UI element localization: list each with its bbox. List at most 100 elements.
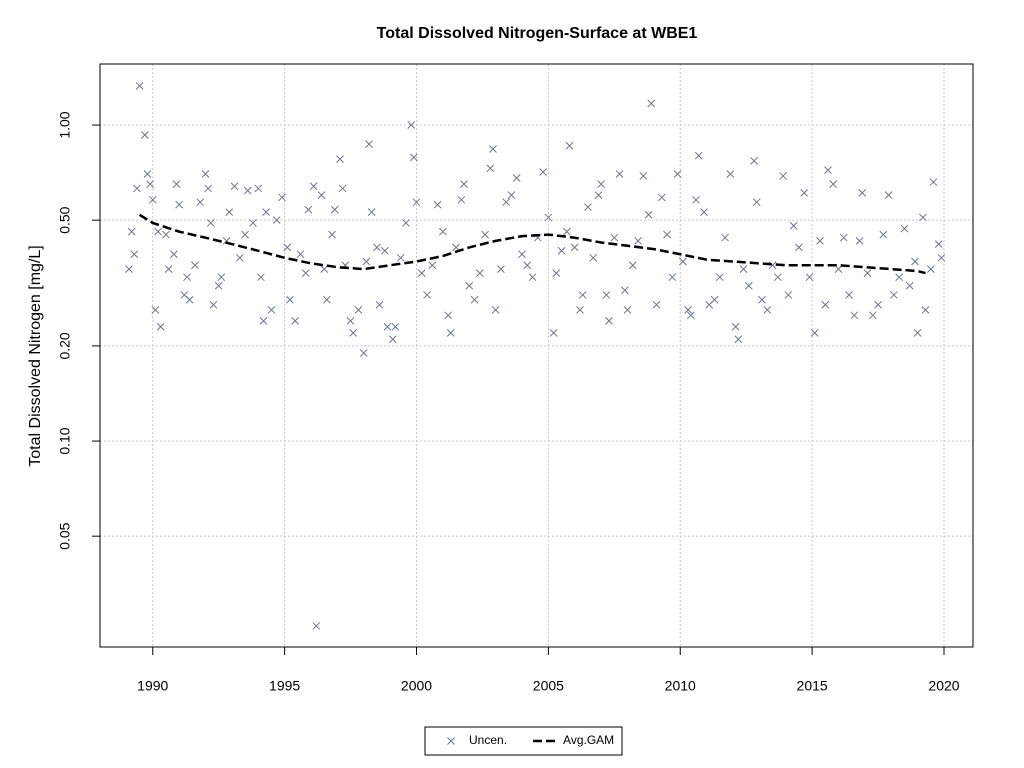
data-point [758, 295, 766, 304]
data-point [444, 311, 452, 320]
data-point [175, 200, 183, 209]
data-point [597, 180, 605, 189]
data-point [146, 180, 154, 189]
data-point [497, 265, 505, 273]
data-point [863, 269, 872, 277]
data-point [518, 250, 526, 259]
legend-symbol [447, 737, 455, 745]
data-point [773, 273, 782, 282]
data-point [784, 291, 793, 299]
plot-frame [99, 63, 974, 648]
data-point [217, 273, 226, 282]
y-tick-label: 0.50 [57, 206, 73, 233]
data-point [204, 184, 212, 193]
data-point [407, 121, 416, 129]
data-point [810, 328, 819, 337]
x-tick-label: 1995 [269, 678, 300, 694]
data-point [396, 253, 405, 262]
data-point [565, 141, 574, 150]
data-point [446, 328, 455, 337]
data-point [433, 200, 442, 209]
data-point [890, 291, 898, 299]
data-point [162, 230, 170, 239]
data-point [731, 322, 740, 331]
data-point [272, 216, 281, 225]
data-point [365, 140, 373, 148]
data-point [715, 273, 724, 282]
data-point [402, 219, 410, 227]
data-point [312, 622, 321, 630]
data-point [570, 243, 579, 252]
data-point [241, 230, 249, 239]
data-point [428, 261, 437, 270]
data-point [913, 328, 922, 337]
data-point [512, 174, 521, 182]
data-point [895, 273, 904, 282]
data-point [135, 82, 144, 90]
data-point [700, 208, 708, 217]
data-point [621, 286, 629, 295]
data-point [491, 306, 500, 314]
data-point [562, 227, 571, 236]
data-point [383, 322, 392, 331]
legend-label: Avg.GAM [563, 733, 614, 747]
data-point [926, 265, 935, 273]
data-point [291, 317, 300, 325]
data-point [726, 170, 735, 178]
data-point [309, 182, 318, 191]
data-point [417, 269, 426, 277]
data-point [663, 230, 671, 239]
x-tick-label: 2005 [533, 678, 564, 694]
data-point [734, 335, 743, 344]
x-tick-label: 2010 [665, 678, 696, 694]
data-point [845, 291, 853, 299]
data-point [481, 230, 489, 239]
data-point [140, 131, 149, 139]
data-point [610, 233, 619, 242]
data-point [805, 273, 814, 282]
data-point [623, 306, 632, 314]
data-point [739, 265, 748, 273]
data-point [388, 335, 397, 344]
legend-label: Uncen. [469, 733, 507, 747]
data-point [196, 198, 205, 207]
data-point [301, 269, 310, 277]
data-point [191, 261, 199, 270]
data-point [278, 193, 286, 202]
data-point [858, 189, 867, 197]
data-point [206, 219, 215, 227]
data-point [628, 261, 637, 270]
data-point [262, 208, 271, 217]
y-tick-label: 0.20 [57, 332, 73, 359]
data-point [143, 170, 152, 178]
data-point [185, 295, 194, 304]
data-point [317, 191, 326, 199]
data-point [412, 198, 421, 207]
data-point [151, 306, 160, 314]
data-point [673, 170, 682, 178]
data-point [557, 246, 566, 255]
data-point [214, 281, 223, 290]
data-point [154, 227, 162, 236]
data-point [169, 250, 178, 259]
data-point [879, 230, 888, 239]
data-point [744, 281, 753, 290]
data-point [868, 311, 877, 320]
data-point [615, 170, 624, 178]
data-point [286, 295, 294, 304]
data-point [594, 191, 603, 199]
data-point [710, 295, 719, 304]
data-point [824, 166, 832, 174]
data-point [465, 281, 474, 290]
data-point [528, 273, 537, 282]
data-point [254, 184, 263, 193]
data-point [900, 224, 909, 233]
data-point [338, 184, 347, 193]
chart-title: Total Dissolved Nitrogen-Surface at WBE1 [377, 25, 698, 42]
data-point [884, 191, 893, 199]
data-point [225, 208, 234, 217]
data-point [850, 311, 859, 320]
data-point [839, 233, 848, 242]
data-point [752, 198, 761, 207]
